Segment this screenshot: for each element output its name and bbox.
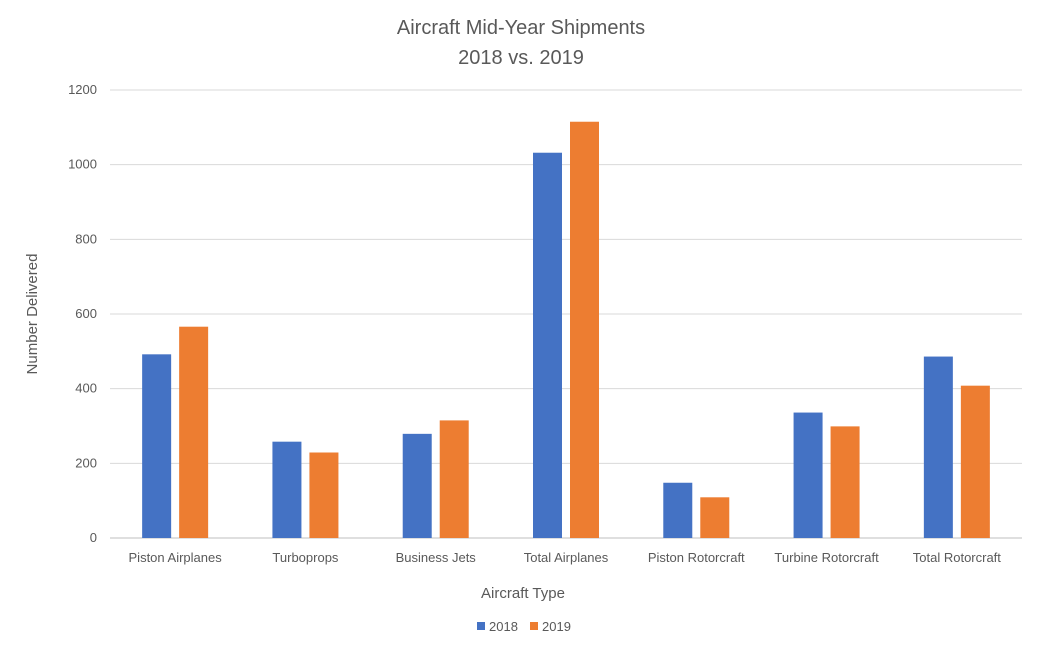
gridlines <box>110 89 1022 539</box>
y-tick-label: 400 <box>75 381 97 396</box>
bar-2018 <box>402 433 432 538</box>
bar-2019 <box>960 385 990 538</box>
x-tick-label: Turbine Rotorcraft <box>774 550 879 565</box>
bar-2018 <box>142 354 172 538</box>
x-tick-label: Piston Rotorcraft <box>648 550 745 565</box>
legend-label-2018: 2018 <box>489 619 518 634</box>
legend-swatch-2019 <box>530 622 538 630</box>
legend: 2018 2019 <box>477 619 571 634</box>
bar-2019 <box>439 420 469 538</box>
x-tick-label: Total Rotorcraft <box>913 550 1002 565</box>
chart-subtitle: 2018 vs. 2019 <box>458 47 584 69</box>
x-axis-ticks: Piston Airplanes Turboprops Business Jets T… <box>129 550 1002 565</box>
bar-2019 <box>309 452 339 538</box>
bar-2018 <box>793 412 823 538</box>
x-tick-label: Total Airplanes <box>524 550 609 565</box>
bars <box>142 121 990 538</box>
x-tick-label: Turboprops <box>272 550 338 565</box>
legend-swatch-2018 <box>477 622 485 630</box>
bar-2019 <box>700 497 730 538</box>
x-axis-label: Aircraft Type <box>481 585 565 602</box>
legend-label-2019: 2019 <box>542 619 571 634</box>
bar-2019 <box>179 326 209 538</box>
y-tick-label: 1200 <box>68 82 97 97</box>
y-tick-label: 800 <box>75 231 97 246</box>
y-axis-label: Number Delivered <box>24 254 41 375</box>
y-tick-label: 200 <box>75 455 97 470</box>
chart-title: Aircraft Mid-Year Shipments <box>397 17 645 39</box>
bar-2018 <box>663 482 693 538</box>
y-tick-label: 1000 <box>68 157 97 172</box>
bar-2018 <box>533 152 562 538</box>
x-tick-label: Piston Airplanes <box>129 550 223 565</box>
x-tick-label: Business Jets <box>396 550 477 565</box>
y-tick-label: 0 <box>90 530 97 545</box>
bar-2019 <box>570 121 599 538</box>
y-tick-label: 600 <box>75 306 97 321</box>
y-axis-ticks: 0 200 400 600 800 1000 1200 <box>68 82 97 545</box>
bar-2018 <box>272 441 302 538</box>
bar-2018 <box>923 356 953 538</box>
bar-2019 <box>830 426 860 538</box>
